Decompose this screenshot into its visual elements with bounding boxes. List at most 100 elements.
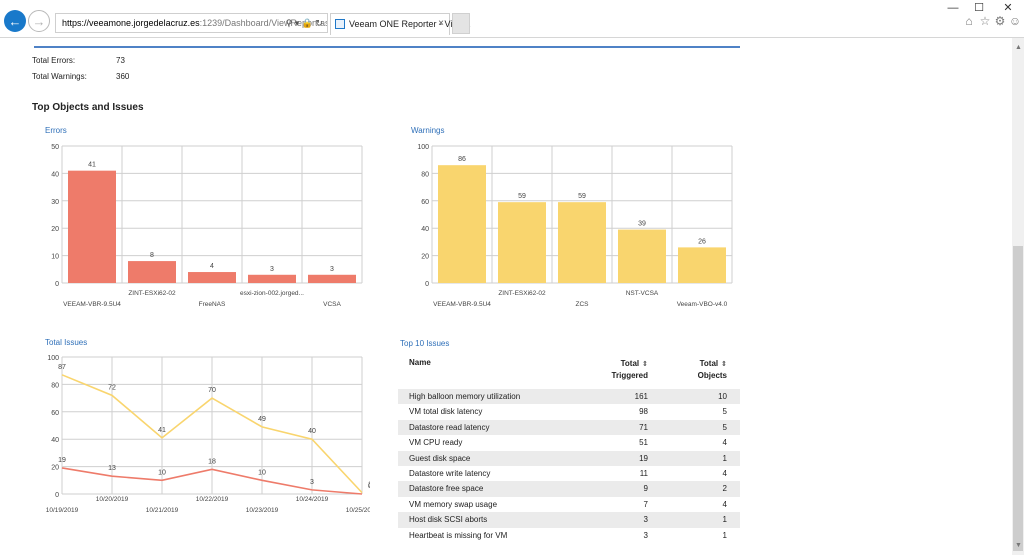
new-tab-button[interactable] xyxy=(452,13,470,34)
bar-value-label: 59 xyxy=(578,193,586,200)
data-label: 87 xyxy=(58,364,66,371)
top10-title: Top 10 Issues xyxy=(400,339,450,348)
y-tick-label: 50 xyxy=(51,144,59,151)
minimize-icon[interactable]: — xyxy=(947,2,959,14)
bar xyxy=(128,261,176,283)
favorites-star-icon[interactable]: ☆ xyxy=(979,14,991,28)
bar xyxy=(558,202,606,283)
total-issues-line-chart: 0 20 40 60 80 100 87 72 41 70 49 40 1 19 13 10 18 10 3 0 10/… xyxy=(46,355,370,529)
table-row[interactable]: Heartbeat is missing for VM 3 1 xyxy=(398,528,740,543)
col-name-header[interactable]: Name xyxy=(409,358,431,367)
objects-count-cell: 4 xyxy=(722,499,727,509)
maximize-icon[interactable]: ☐ xyxy=(974,2,984,14)
warnings-chart-title: Warnings xyxy=(411,126,445,135)
bar-value-label: 59 xyxy=(518,193,526,200)
scrollbar-thumb[interactable] xyxy=(1013,246,1023,551)
triggered-count-cell: 7 xyxy=(643,499,648,509)
series-line xyxy=(61,467,363,495)
vertical-scrollbar[interactable]: ▲ ▼ xyxy=(1012,38,1024,555)
col-objects-header[interactable]: Total ⇕ Objects xyxy=(681,358,727,381)
address-bar[interactable]: https://veeamone.jorgedelacruz.es:1239/D… xyxy=(55,13,328,33)
total-issues-chart-title: Total Issues xyxy=(45,338,88,347)
y-tick-label: 100 xyxy=(417,144,429,151)
triggered-count-cell: 19 xyxy=(639,453,648,463)
triggered-count-cell: 11 xyxy=(639,469,648,478)
forward-arrow-icon[interactable]: → xyxy=(28,10,50,32)
bar xyxy=(678,247,726,283)
triggered-count-cell: 71 xyxy=(639,422,648,432)
total-errors-row: Total Errors: 73 xyxy=(32,56,125,65)
data-label: 40 xyxy=(308,428,316,435)
settings-gear-icon[interactable]: ⚙ xyxy=(994,14,1006,28)
back-arrow-icon[interactable]: ← xyxy=(4,10,26,32)
x-tick-label: ZINT-ESXi62-02 xyxy=(498,290,546,297)
x-tick-label: FreeNAS xyxy=(199,301,226,308)
issue-name-cell: Datastore free space xyxy=(409,484,484,494)
x-tick-label: 10/20/2019 xyxy=(96,496,129,503)
col-triggered-label-1: Total xyxy=(620,359,640,368)
refresh-icon[interactable]: ↻ xyxy=(315,18,323,28)
table-row[interactable]: VM memory swap usage 7 4 xyxy=(398,497,740,512)
table-row[interactable]: Host disk SCSI aborts 3 1 xyxy=(398,512,740,528)
table-row[interactable]: High balloon memory utilization 161 10 xyxy=(398,389,740,405)
browser-chrome: ← → https://veeamone.jorgedelacruz.es:12… xyxy=(0,0,1024,38)
x-tick-label: 10/21/2019 xyxy=(146,507,179,514)
y-tick-label: 40 xyxy=(421,226,429,233)
x-tick-label: ZINT-ESXi62-02 xyxy=(128,290,176,297)
col-objects-label-1: Total xyxy=(699,359,719,368)
x-tick-label: VEEAM-VBR-9.5U4 xyxy=(63,301,121,308)
issue-name-cell: Heartbeat is missing for VM xyxy=(409,530,508,540)
total-warnings-row: Total Warnings: 360 xyxy=(32,72,129,81)
data-label: 0 xyxy=(368,483,370,490)
triggered-count-cell: 161 xyxy=(634,392,648,401)
x-tick-label: 10/25/2019 xyxy=(346,507,370,514)
legend-label: Errors xyxy=(230,528,251,529)
bar-value-label: 86 xyxy=(458,156,466,163)
scroll-up-icon[interactable]: ▲ xyxy=(1015,44,1022,51)
close-tab-icon[interactable]: × xyxy=(438,18,444,29)
search-icon[interactable]: ⚲ xyxy=(285,18,293,28)
col-triggered-header[interactable]: Total ⇕ Triggered xyxy=(588,358,648,381)
home-icon[interactable]: ⌂ xyxy=(965,14,973,28)
data-label: 1 xyxy=(368,482,370,489)
table-row[interactable]: VM CPU ready 51 4 xyxy=(398,435,740,450)
data-label: 70 xyxy=(208,387,216,394)
triggered-count-cell: 3 xyxy=(643,515,648,525)
col-triggered-label-2: Triggered xyxy=(611,371,648,380)
triggered-count-cell: 3 xyxy=(643,530,648,540)
x-tick-label: VEEAM-VBR-9.5U4 xyxy=(433,301,491,308)
objects-count-cell: 1 xyxy=(722,530,727,540)
triggered-count-cell: 51 xyxy=(639,438,648,448)
data-label: 49 xyxy=(258,416,266,423)
bar xyxy=(498,202,546,283)
objects-count-cell: 4 xyxy=(722,469,727,478)
y-tick-label: 100 xyxy=(47,355,59,362)
table-row[interactable]: VM total disk latency 98 5 xyxy=(398,404,740,419)
total-errors-label: Total Errors: xyxy=(32,56,76,65)
legend-label: Warnings xyxy=(170,528,202,529)
table-row[interactable]: Datastore free space 9 2 xyxy=(398,481,740,497)
y-tick-label: 80 xyxy=(51,382,59,389)
bar-value-label: 3 xyxy=(270,266,274,273)
scroll-down-icon[interactable]: ▼ xyxy=(1015,542,1022,549)
y-tick-label: 60 xyxy=(421,199,429,206)
total-warnings-label: Total Warnings: xyxy=(32,72,87,81)
table-row[interactable]: Datastore write latency 11 4 xyxy=(398,466,740,481)
objects-count-cell: 5 xyxy=(722,407,727,417)
feedback-smiley-icon[interactable]: ☺ xyxy=(1008,14,1022,28)
total-warnings-value: 360 xyxy=(116,72,130,81)
data-label: 13 xyxy=(108,465,116,472)
data-label: 18 xyxy=(208,458,216,465)
y-tick-label: 20 xyxy=(51,465,59,472)
table-row[interactable]: Datastore read latency 71 5 xyxy=(398,419,740,436)
y-tick-label: 0 xyxy=(425,281,429,288)
total-errors-value: 73 xyxy=(116,56,125,65)
browser-tab[interactable]: Veeam ONE Reporter - View... × xyxy=(330,13,471,35)
close-window-icon[interactable]: ✕ xyxy=(1003,2,1013,14)
x-tick-label: 10/22/2019 xyxy=(196,496,229,503)
sort-icon[interactable]: ⇕ xyxy=(642,361,648,368)
report-viewport: Total Errors: 73 Total Warnings: 360 Top… xyxy=(0,38,1012,555)
sort-icon[interactable]: ⇕ xyxy=(721,361,727,368)
table-row[interactable]: Guest disk space 19 1 xyxy=(398,450,740,466)
objects-count-cell: 1 xyxy=(722,515,727,525)
